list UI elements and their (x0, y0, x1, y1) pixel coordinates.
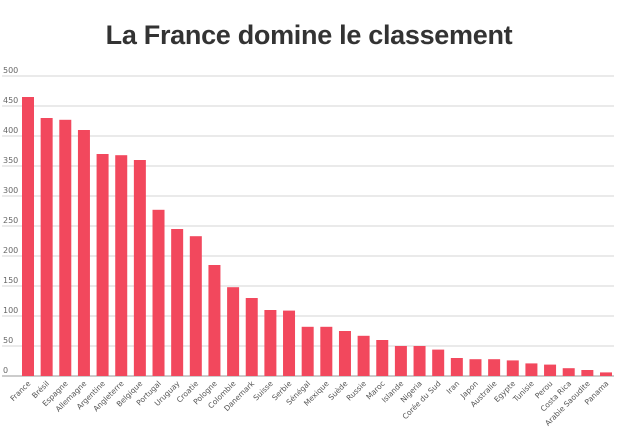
bar (264, 310, 277, 376)
bar (40, 118, 53, 376)
bar (152, 209, 165, 376)
x-category-label: Suisse (251, 379, 275, 403)
bar (525, 363, 538, 376)
bar (133, 160, 146, 376)
y-tick-label: 0 (3, 366, 8, 375)
bar (413, 346, 426, 376)
bar (320, 326, 333, 376)
bar (59, 119, 72, 377)
bar (171, 229, 184, 376)
x-category-label: Tunisie (511, 379, 536, 404)
bar (450, 358, 463, 376)
bar (227, 287, 240, 376)
bar (96, 154, 109, 376)
chart-title: La France domine le classement (105, 20, 513, 50)
bar (488, 359, 501, 376)
bar (469, 359, 482, 376)
bar (338, 331, 351, 376)
y-tick-label: 100 (3, 306, 18, 315)
y-tick-label: 400 (3, 126, 18, 135)
bar (432, 349, 445, 376)
y-tick-label: 50 (3, 336, 13, 345)
bar (115, 155, 128, 376)
bar (301, 326, 314, 376)
bar (208, 265, 221, 376)
y-tick-label: 150 (3, 276, 18, 285)
bar (283, 310, 296, 376)
y-tick-label: 250 (3, 216, 18, 225)
bar (544, 364, 557, 376)
bar (376, 340, 389, 376)
y-axis-ticks: 0 50 100 150 200 250 300 350 400 450 500 (3, 66, 18, 375)
bar (506, 360, 519, 376)
y-tick-label: 350 (3, 156, 18, 165)
bar (600, 372, 612, 376)
bar (245, 298, 258, 376)
bar (77, 130, 90, 376)
x-axis-labels: FranceBrésilEspagneAllemagneArgentineAng… (8, 379, 610, 428)
y-tick-label: 500 (3, 66, 18, 75)
y-tick-label: 300 (3, 186, 18, 195)
bar (357, 335, 370, 376)
y-tick-label: 450 (3, 96, 18, 105)
bar (22, 97, 34, 376)
x-category-label: France (8, 379, 32, 403)
bar (394, 346, 407, 376)
bar (581, 370, 594, 376)
bars (22, 97, 612, 377)
bar (562, 368, 575, 376)
bar (189, 236, 202, 376)
y-tick-label: 200 (3, 246, 18, 255)
x-category-label: Russie (345, 379, 369, 403)
